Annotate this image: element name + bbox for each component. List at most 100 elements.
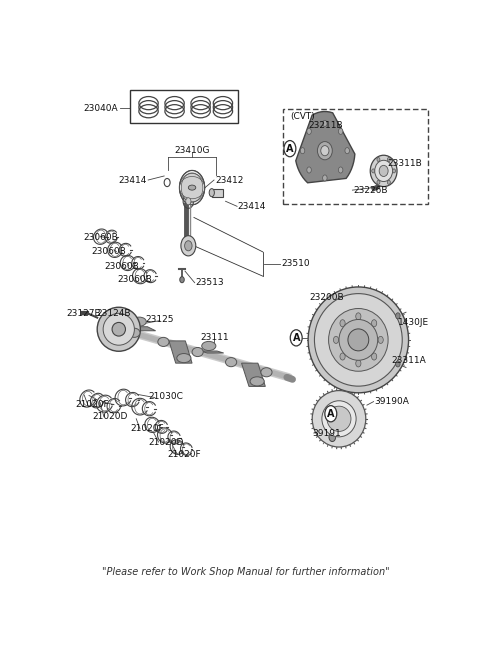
Circle shape	[378, 336, 383, 344]
Text: 23111: 23111	[200, 333, 228, 342]
Text: 39191: 39191	[313, 430, 341, 438]
Bar	[283, 109, 428, 204]
Circle shape	[377, 180, 380, 185]
Text: 23513: 23513	[196, 278, 225, 287]
Circle shape	[387, 158, 390, 162]
Ellipse shape	[97, 307, 140, 351]
Circle shape	[325, 405, 337, 422]
Circle shape	[307, 128, 312, 135]
Circle shape	[181, 236, 196, 256]
Bar	[130, 90, 238, 124]
Polygon shape	[201, 351, 224, 353]
Ellipse shape	[192, 348, 203, 357]
Text: 23060B: 23060B	[118, 275, 153, 284]
Circle shape	[329, 432, 336, 442]
Circle shape	[372, 169, 375, 173]
Ellipse shape	[209, 189, 215, 196]
Ellipse shape	[317, 141, 332, 160]
Ellipse shape	[348, 329, 369, 351]
Text: 21020D: 21020D	[93, 413, 128, 421]
Ellipse shape	[322, 401, 356, 437]
Circle shape	[396, 313, 400, 319]
Ellipse shape	[250, 377, 264, 386]
Ellipse shape	[129, 328, 140, 337]
Text: 23311B: 23311B	[387, 160, 422, 168]
Bar	[212, 189, 223, 196]
Circle shape	[393, 169, 396, 173]
Text: 21030C: 21030C	[148, 392, 183, 401]
Text: 23226B: 23226B	[353, 186, 388, 194]
Ellipse shape	[181, 173, 203, 202]
Circle shape	[338, 128, 343, 135]
Circle shape	[338, 167, 343, 173]
Ellipse shape	[103, 313, 134, 345]
Text: 23510: 23510	[281, 260, 310, 269]
Ellipse shape	[321, 146, 329, 156]
Circle shape	[356, 360, 361, 367]
Text: (CVT): (CVT)	[290, 112, 315, 122]
Circle shape	[323, 120, 327, 126]
Text: 21020F: 21020F	[167, 449, 201, 459]
Polygon shape	[131, 327, 156, 330]
Ellipse shape	[312, 390, 366, 447]
Circle shape	[180, 277, 184, 283]
Text: 21020F: 21020F	[76, 400, 109, 409]
Polygon shape	[296, 112, 355, 183]
Text: 23410G: 23410G	[174, 146, 210, 155]
Circle shape	[185, 240, 192, 251]
Circle shape	[307, 167, 312, 173]
Ellipse shape	[132, 317, 146, 327]
Circle shape	[372, 320, 377, 327]
Circle shape	[387, 180, 390, 185]
Circle shape	[345, 148, 349, 154]
Text: 23125: 23125	[145, 315, 174, 324]
Ellipse shape	[327, 406, 351, 432]
Polygon shape	[169, 341, 192, 363]
Text: A: A	[292, 333, 300, 343]
Text: 23124B: 23124B	[96, 309, 131, 317]
Ellipse shape	[188, 185, 196, 190]
Ellipse shape	[370, 155, 397, 187]
Text: 23200B: 23200B	[310, 293, 345, 302]
Ellipse shape	[112, 323, 125, 336]
Text: 23311A: 23311A	[391, 355, 426, 365]
Text: 23412: 23412	[216, 175, 244, 185]
Ellipse shape	[329, 309, 388, 371]
Ellipse shape	[158, 337, 169, 346]
Ellipse shape	[339, 319, 378, 360]
Ellipse shape	[261, 368, 272, 377]
Text: 21020F: 21020F	[130, 424, 164, 434]
Text: 23060B: 23060B	[104, 261, 139, 271]
Text: 23040A: 23040A	[83, 104, 118, 113]
Text: 23414: 23414	[238, 202, 266, 211]
Circle shape	[340, 320, 345, 327]
Polygon shape	[241, 363, 265, 386]
Circle shape	[377, 158, 380, 162]
Circle shape	[323, 175, 327, 181]
Text: "Please refer to Work Shop Manual for further information": "Please refer to Work Shop Manual for fu…	[102, 567, 390, 577]
Text: A: A	[327, 409, 335, 419]
Circle shape	[340, 353, 345, 360]
Ellipse shape	[180, 170, 204, 205]
Ellipse shape	[202, 342, 216, 350]
Ellipse shape	[226, 357, 237, 367]
Ellipse shape	[379, 166, 388, 177]
Ellipse shape	[314, 294, 402, 386]
Ellipse shape	[308, 287, 408, 393]
Text: 23060B: 23060B	[83, 233, 118, 242]
Ellipse shape	[177, 353, 191, 363]
Text: 21020D: 21020D	[148, 438, 184, 447]
Text: 1430JE: 1430JE	[398, 318, 429, 327]
Text: 23060B: 23060B	[92, 247, 126, 256]
Text: A: A	[286, 144, 294, 154]
Ellipse shape	[375, 160, 393, 181]
Circle shape	[300, 148, 305, 154]
Circle shape	[396, 361, 400, 367]
Circle shape	[334, 336, 338, 344]
Circle shape	[356, 313, 361, 320]
Circle shape	[284, 141, 296, 157]
Text: 23211B: 23211B	[309, 121, 343, 130]
Text: 39190A: 39190A	[374, 397, 409, 406]
Text: 23127B: 23127B	[67, 309, 101, 317]
Text: 23414: 23414	[118, 175, 146, 185]
